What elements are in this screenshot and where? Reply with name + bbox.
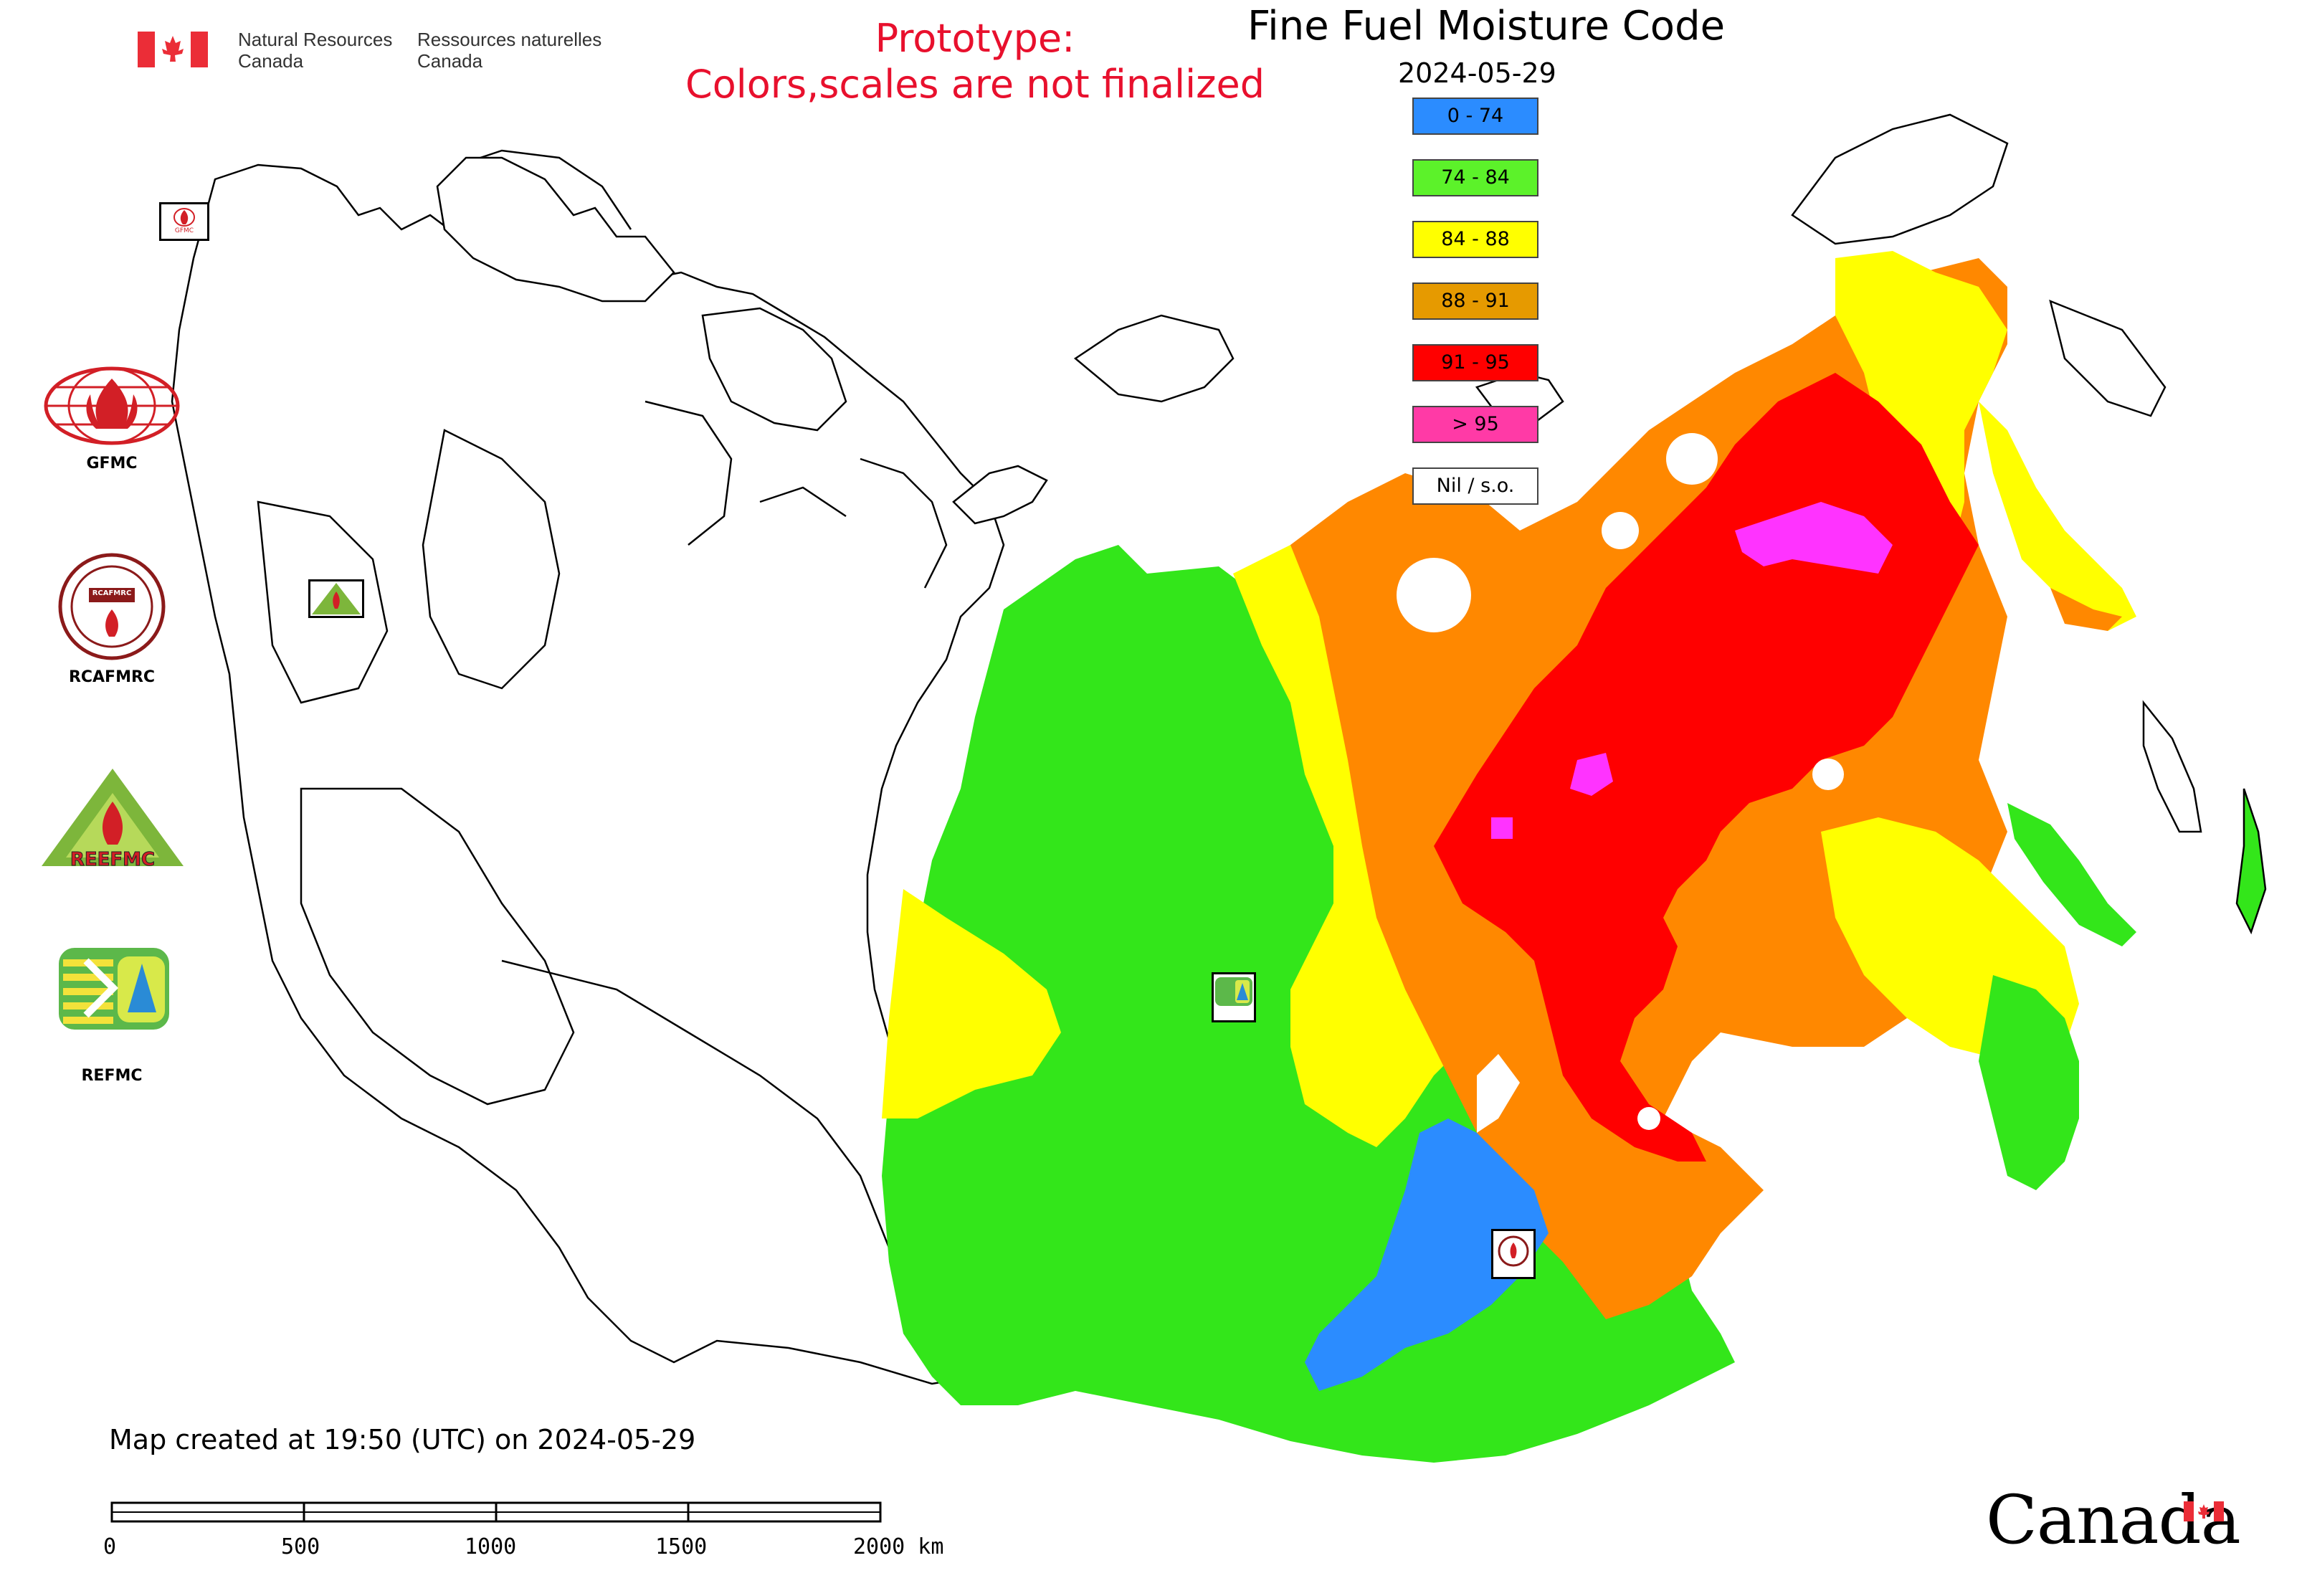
prototype-notice: Prototype: Colors,scales are not finaliz… bbox=[645, 16, 1305, 108]
legend-item-74-84: 74 - 84 bbox=[1412, 159, 1538, 196]
department-name-english: Natural Resources Canada bbox=[238, 29, 392, 72]
dept-fr-line1: Ressources naturelles bbox=[417, 29, 602, 50]
scale-tick-1000: 1000 bbox=[465, 1534, 517, 1559]
legend-item-gt-95: > 95 bbox=[1412, 406, 1538, 443]
rcafmrc-logo-text: RCAFMRC bbox=[92, 589, 132, 597]
legend-label: > 95 bbox=[1452, 413, 1499, 435]
legend-label: 0 - 74 bbox=[1447, 105, 1504, 127]
legend-label: Nil / s.o. bbox=[1436, 475, 1515, 497]
org-label-gfmc: GFMC bbox=[86, 455, 138, 472]
legend-label: 88 - 91 bbox=[1441, 290, 1510, 312]
prototype-line1: Prototype: bbox=[875, 16, 1075, 61]
rcafmrc-map-marker-icon[interactable] bbox=[1491, 1229, 1536, 1279]
arctic-coastlines bbox=[952, 113, 2267, 935]
gfmc-marker-text: GFMC bbox=[174, 227, 194, 234]
gfmc-map-marker-icon[interactable]: GFMC bbox=[159, 202, 209, 241]
scale-tick-1500: 1500 bbox=[655, 1534, 708, 1559]
map-title: Fine Fuel Moisture Code bbox=[1247, 3, 1726, 49]
department-name-french: Ressources naturelles Canada bbox=[417, 29, 601, 72]
legend-label: 91 - 95 bbox=[1441, 351, 1510, 374]
reefmc-logo-text: REEFMC bbox=[70, 849, 156, 871]
legend-item-nil: Nil / s.o. bbox=[1412, 467, 1538, 505]
fwi-raster bbox=[882, 251, 2136, 1463]
legend-item-88-91: 88 - 91 bbox=[1412, 282, 1538, 320]
canada-wordmark: Canada bbox=[1986, 1481, 2241, 1559]
country-outlines-west bbox=[171, 149, 1005, 1385]
gfmc-logo-icon bbox=[40, 366, 184, 459]
dept-fr-line2: Canada bbox=[417, 50, 483, 72]
org-label-rcafmrc: RCAFMRC bbox=[68, 668, 156, 686]
legend-item-0-74: 0 - 74 bbox=[1412, 98, 1538, 135]
refmc-logo-icon bbox=[57, 946, 171, 1031]
reefmc-logo-icon: REEFMC bbox=[37, 764, 188, 872]
rcafmrc-logo-icon: RCAFMRC bbox=[57, 552, 166, 661]
scale-tick-500: 500 bbox=[281, 1534, 320, 1559]
legend-item-91-95: 91 - 95 bbox=[1412, 344, 1538, 381]
map-created-timestamp: Map created at 19:50 (UTC) on 2024-05-29 bbox=[109, 1424, 696, 1455]
refmc-map-marker-icon[interactable] bbox=[1212, 972, 1256, 1022]
canada-wordmark-text: Canada bbox=[1986, 1481, 2241, 1559]
scale-tick-2000: 2000 km bbox=[853, 1534, 944, 1559]
country-outlines-north bbox=[436, 156, 847, 432]
scale-bar bbox=[110, 1501, 882, 1523]
legend-item-84-88: 84 - 88 bbox=[1412, 221, 1538, 258]
prototype-line2: Colors,scales are not finalized bbox=[685, 62, 1265, 107]
wordmark-flag-icon bbox=[2184, 1501, 2224, 1521]
scale-tick-0: 0 bbox=[103, 1534, 117, 1559]
dept-en-line2: Canada bbox=[238, 50, 304, 72]
org-label-refmc: REFMC bbox=[81, 1067, 143, 1085]
dept-en-line1: Natural Resources bbox=[238, 29, 393, 50]
reefmc-map-marker-icon[interactable] bbox=[308, 579, 364, 618]
map-date: 2024-05-29 bbox=[1398, 57, 1556, 89]
canada-flag-icon bbox=[138, 32, 208, 67]
legend-label: 74 - 84 bbox=[1441, 166, 1510, 189]
legend-label: 84 - 88 bbox=[1441, 228, 1510, 250]
